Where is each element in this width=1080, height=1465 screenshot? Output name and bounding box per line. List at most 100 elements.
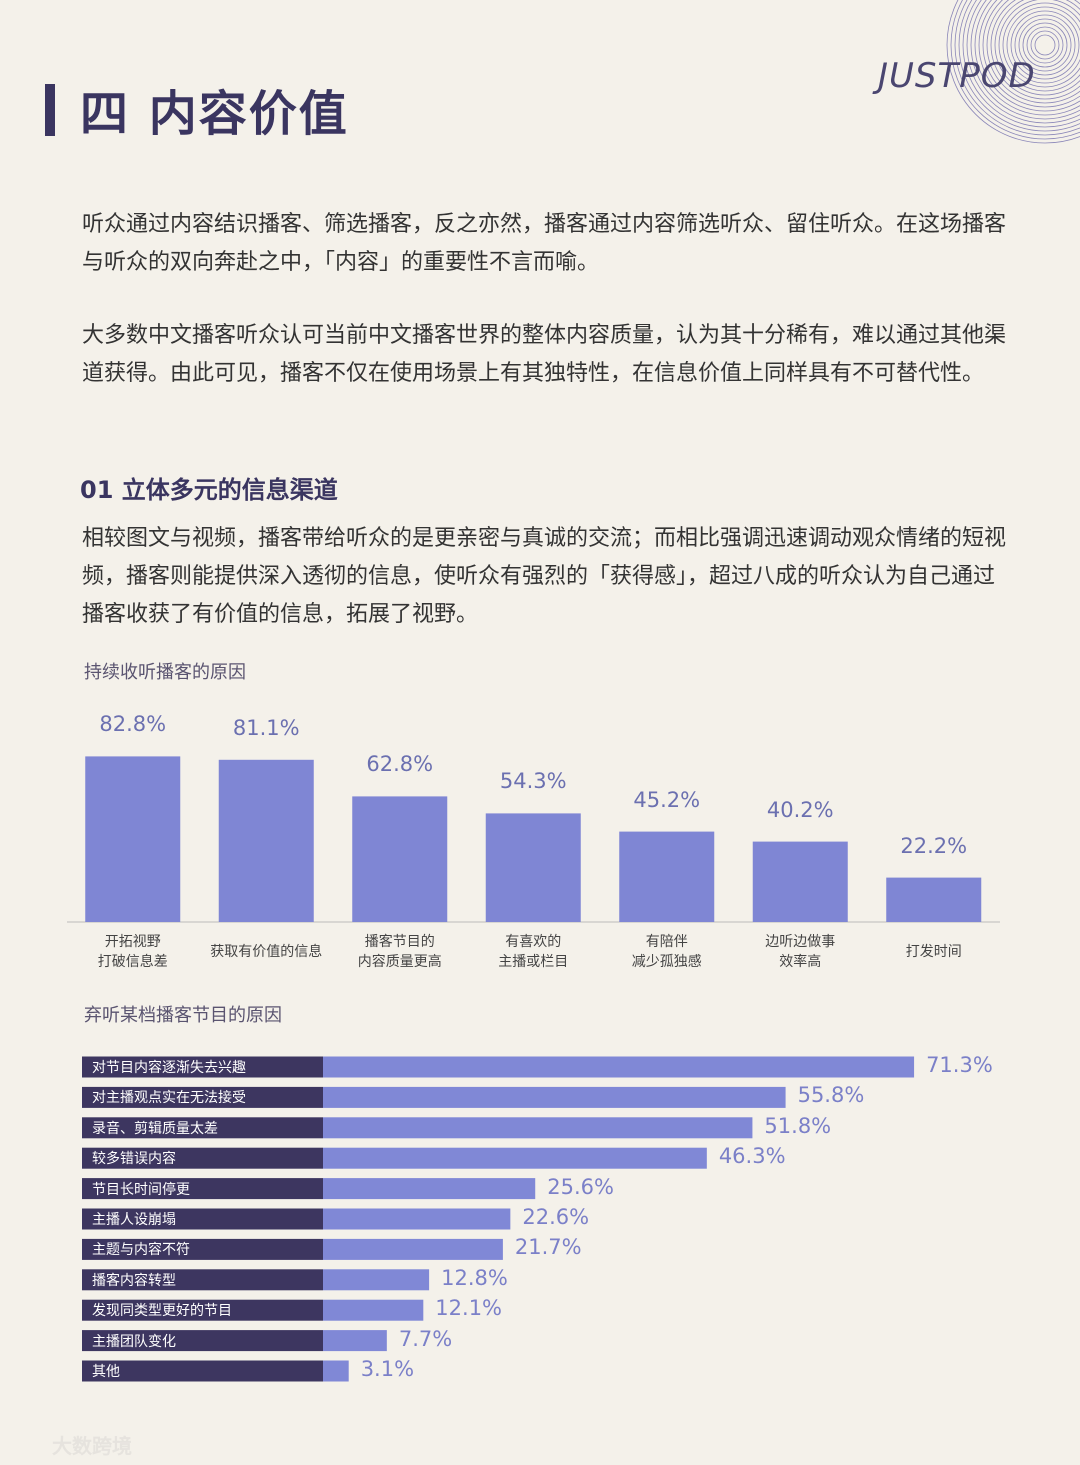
category-box bbox=[82, 1299, 323, 1321]
paragraph: 听众通过内容结识播客、筛选播客，反之亦然，播客通过内容筛选听众、留住听众。在这场… bbox=[82, 212, 1007, 275]
y-tick-label: 对节目内容逐渐失去兴趣 bbox=[92, 1060, 246, 1076]
value-label: 81.1% bbox=[232, 715, 300, 740]
decor-circle bbox=[1002, 2, 1080, 88]
decor-circle bbox=[1034, 34, 1056, 56]
bar bbox=[323, 1086, 786, 1108]
x-tick-label: 获取有价值的信息 bbox=[210, 944, 323, 960]
decor-circle bbox=[998, 0, 1080, 92]
category-box bbox=[82, 1086, 323, 1108]
x-tick-label: 边听边做事 效率高 bbox=[765, 934, 836, 970]
bar bbox=[323, 1178, 536, 1200]
x-tick-label: 有陪伴 减少孤独感 bbox=[631, 934, 702, 970]
y-tick-label: 播客内容转型 bbox=[92, 1272, 176, 1289]
decor-circle bbox=[1026, 26, 1064, 64]
value-label: 7.7% bbox=[398, 1326, 453, 1351]
y-tick-label: 对主播观点实在无法接受 bbox=[92, 1090, 246, 1107]
decor-circle bbox=[990, 0, 1080, 100]
decor-circle bbox=[974, 0, 1080, 116]
value-label: 55.8% bbox=[797, 1083, 865, 1108]
category-box bbox=[82, 1330, 323, 1352]
bar bbox=[323, 1056, 915, 1078]
value-label: 12.1% bbox=[435, 1296, 503, 1321]
category-box bbox=[82, 1208, 323, 1230]
bar bbox=[352, 796, 448, 922]
section-heading: 01 立体多元的信息渠道 bbox=[80, 476, 338, 504]
bar bbox=[323, 1117, 753, 1139]
bar bbox=[85, 756, 181, 922]
decor-circle bbox=[962, 0, 1080, 128]
decor-circle bbox=[1030, 30, 1060, 60]
x-tick-label: 播客节目的 内容质量更高 bbox=[357, 934, 442, 970]
value-label: 21.7% bbox=[514, 1235, 582, 1260]
decor-circle bbox=[1014, 14, 1076, 76]
page-title: 四 内容价值 bbox=[80, 86, 349, 142]
paragraph: 大多数中文播客听众认可当前中文播客世界的整体内容质量，认为其十分稀有，难以通过其… bbox=[82, 323, 1007, 386]
decor-circles bbox=[946, 0, 1080, 144]
bar bbox=[323, 1208, 511, 1230]
value-label: 12.8% bbox=[441, 1265, 508, 1290]
bar bbox=[886, 877, 982, 922]
category-box bbox=[82, 1056, 323, 1078]
decor-circle bbox=[1010, 10, 1080, 80]
value-label: 71.3% bbox=[926, 1053, 993, 1077]
x-tick-label: 开拓视野 打破信息差 bbox=[97, 934, 168, 970]
watermark: 大数跨境 bbox=[52, 1434, 132, 1458]
x-tick-label: 打发时间 bbox=[905, 944, 962, 960]
value-label: 46.3% bbox=[718, 1144, 786, 1169]
y-tick-label: 发现同类型更好的节目 bbox=[92, 1303, 232, 1320]
decor-circle bbox=[1022, 22, 1068, 68]
y-tick-label: 主播人设崩塌 bbox=[92, 1212, 176, 1228]
bar bbox=[323, 1269, 430, 1291]
category-box bbox=[82, 1269, 323, 1291]
decor-circle bbox=[994, 0, 1080, 96]
decor-circle bbox=[1018, 18, 1072, 72]
value-label: 45.2% bbox=[633, 787, 701, 812]
value-label: 3.1% bbox=[360, 1357, 415, 1381]
bar bbox=[485, 813, 581, 922]
bar bbox=[619, 831, 715, 922]
value-label: 25.6% bbox=[547, 1174, 614, 1199]
y-tick-label: 录音、剪辑质量太差 bbox=[92, 1120, 218, 1137]
decor-circle bbox=[946, 0, 1080, 144]
y-tick-label: 主播团队变化 bbox=[92, 1333, 176, 1350]
category-box bbox=[82, 1238, 323, 1260]
decor-circle bbox=[950, 0, 1080, 140]
decor-circle bbox=[978, 0, 1080, 112]
value-label: 51.8% bbox=[764, 1113, 832, 1138]
decor-circle bbox=[958, 0, 1080, 132]
y-tick-label: 其他 bbox=[92, 1364, 120, 1380]
category-box bbox=[82, 1147, 323, 1169]
chart-title: 持续收听播客的原因 bbox=[84, 662, 246, 683]
category-box bbox=[82, 1360, 323, 1382]
decor-circle bbox=[1006, 6, 1080, 84]
decor-circle bbox=[986, 0, 1080, 104]
category-box bbox=[82, 1178, 323, 1200]
decor-circle bbox=[982, 0, 1080, 108]
decor-circle bbox=[970, 0, 1080, 120]
value-label: 22.6% bbox=[522, 1205, 590, 1229]
title-bar bbox=[45, 84, 55, 136]
decor-circle bbox=[966, 0, 1080, 124]
y-tick-label: 较多错误内容 bbox=[92, 1151, 176, 1168]
bar bbox=[218, 759, 314, 922]
value-label: 22.2% bbox=[900, 833, 968, 858]
category-box bbox=[82, 1117, 323, 1139]
bar bbox=[323, 1299, 424, 1321]
bar bbox=[323, 1238, 503, 1260]
chart-title: 弃听某档播客节目的原因 bbox=[84, 1005, 282, 1026]
bar bbox=[323, 1360, 349, 1382]
y-tick-label: 主题与内容不符 bbox=[92, 1242, 190, 1259]
value-label: 40.2% bbox=[766, 797, 834, 822]
y-tick-label: 节目长时间停更 bbox=[92, 1181, 190, 1198]
bar bbox=[323, 1147, 707, 1169]
bar bbox=[752, 841, 848, 922]
logo: JUSTPOD bbox=[878, 56, 1036, 96]
paragraph: 相较图文与视频，播客带给听众的是更亲密与真诚的交流；而相比强调迅速调动观众情绪的… bbox=[82, 526, 1007, 627]
decor-circle bbox=[954, 0, 1080, 136]
value-label: 62.8% bbox=[366, 752, 434, 777]
value-label: 82.8% bbox=[99, 712, 167, 737]
x-tick-label: 有喜欢的 主播或栏目 bbox=[498, 934, 569, 970]
value-label: 54.3% bbox=[499, 769, 567, 794]
